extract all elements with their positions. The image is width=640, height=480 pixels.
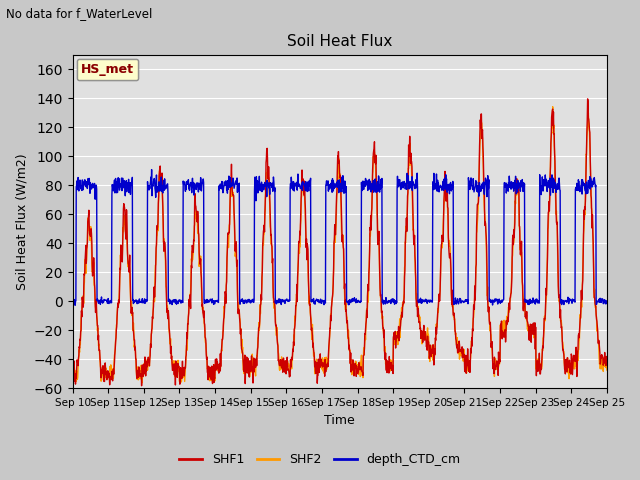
depth_CTD_cm	[71, 302, 79, 308]
SHF2	[493, 365, 500, 371]
depth_CTD_cm	[148, 167, 156, 172]
depth_CTD_cm	[540, 177, 548, 183]
Title: Soil Heat Flux: Soil Heat Flux	[287, 34, 392, 49]
depth_CTD_cm	[493, 298, 501, 304]
SHF1	[584, 96, 591, 102]
depth_CTD_cm	[248, 299, 256, 305]
SHF2	[603, 367, 611, 373]
Text: No data for f_WaterLevel: No data for f_WaterLevel	[6, 7, 153, 20]
Legend: 	[77, 60, 138, 80]
depth_CTD_cm	[603, 298, 611, 304]
SHF2	[138, 380, 146, 386]
SHF1	[493, 358, 500, 364]
SHF1	[248, 353, 255, 359]
Line: depth_CTD_cm: depth_CTD_cm	[72, 169, 607, 305]
SHF1	[175, 363, 182, 369]
SHF2	[248, 366, 255, 372]
SHF1	[188, 265, 196, 271]
depth_CTD_cm	[68, 300, 76, 306]
SHF2	[423, 338, 431, 344]
SHF2	[68, 367, 76, 372]
SHF1	[603, 361, 611, 367]
SHF2	[175, 364, 182, 370]
depth_CTD_cm	[175, 298, 183, 303]
Line: SHF1: SHF1	[72, 99, 607, 386]
X-axis label: Time: Time	[324, 414, 355, 427]
depth_CTD_cm	[188, 179, 196, 185]
SHF1	[540, 326, 548, 332]
Legend: SHF1, SHF2, depth_CTD_cm: SHF1, SHF2, depth_CTD_cm	[174, 448, 466, 471]
Y-axis label: Soil Heat Flux (W/m2): Soil Heat Flux (W/m2)	[15, 153, 28, 290]
depth_CTD_cm	[423, 300, 431, 306]
Line: SHF2: SHF2	[72, 107, 607, 383]
SHF1	[68, 377, 76, 383]
SHF2	[549, 104, 557, 109]
SHF2	[188, 259, 196, 264]
SHF1	[138, 383, 145, 389]
SHF1	[423, 341, 431, 347]
SHF2	[540, 330, 548, 336]
